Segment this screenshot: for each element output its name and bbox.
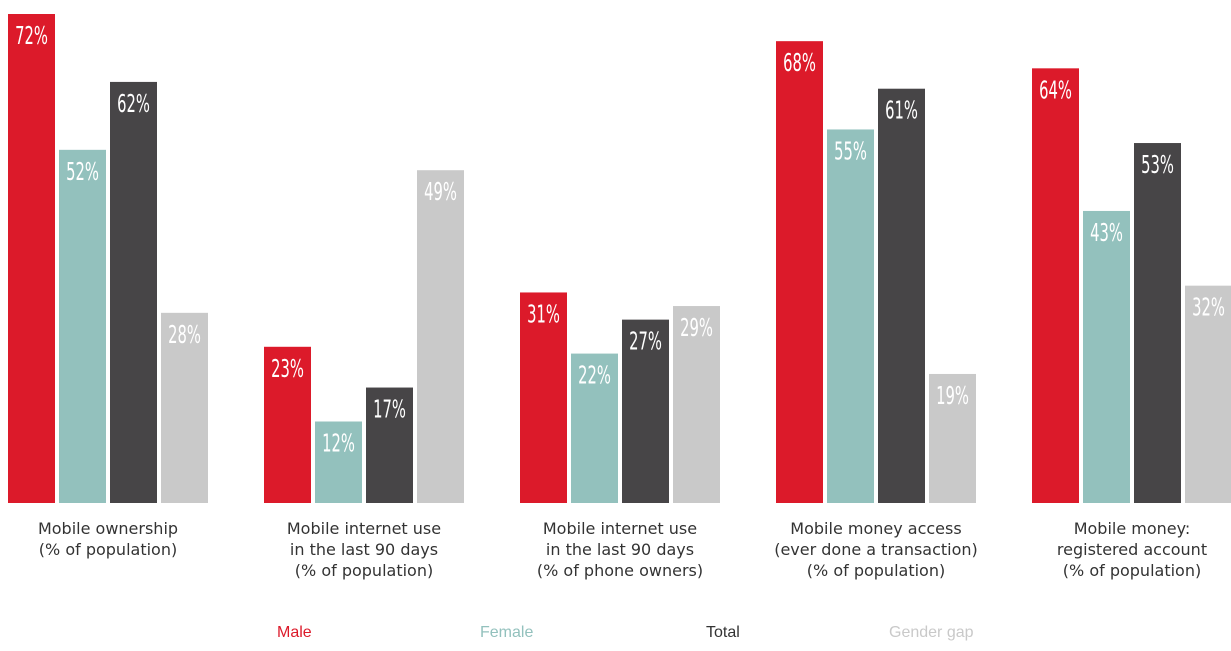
legend-item-gender-gap: Gender gap (889, 624, 974, 641)
bar-gender-gap-4 (929, 373, 976, 503)
data-label-total-5: 53% (1141, 149, 1174, 179)
data-label-total-2: 17% (373, 394, 406, 424)
bar-gender-gap-2 (417, 170, 464, 504)
category-label-5: Mobile money: registered account (% of pop… (1057, 519, 1207, 580)
category-label-3: Mobile internet use in the last 90 days (%… (537, 519, 703, 580)
data-label-male-1: 72% (15, 20, 48, 50)
legend-item-male: Male (277, 624, 312, 641)
category-label-2: Mobile internet use in the last 90 days (%… (287, 519, 441, 580)
bar-female-4 (827, 129, 874, 504)
data-label-gender-gap-3: 29% (680, 312, 713, 342)
legend-item-total: Total (706, 624, 740, 641)
data-label-gender-gap-5: 32% (1192, 292, 1225, 322)
category-label-1: Mobile ownership (% of population) (38, 519, 178, 559)
bar-total-1 (110, 81, 157, 504)
bar-female-5 (1083, 210, 1130, 504)
data-label-male-3: 31% (527, 299, 560, 329)
data-label-male-2: 23% (271, 353, 304, 383)
bar-gender-gap-3 (673, 306, 720, 503)
category-label-4: Mobile money access (ever done a transact… (774, 519, 978, 580)
bar-total-4 (878, 88, 925, 503)
legend: Male Female Total Gender gap (277, 624, 974, 641)
bar-female-1 (59, 149, 106, 504)
bar-male-3 (520, 292, 567, 503)
bar-gender-gap-1 (161, 312, 208, 503)
data-label-male-5: 64% (1039, 75, 1072, 105)
data-label-gender-gap-2: 49% (424, 177, 457, 207)
bar-male-4 (776, 41, 823, 504)
data-label-female-3: 22% (578, 360, 611, 390)
data-label-total-3: 27% (629, 326, 662, 356)
data-label-total-4: 61% (885, 95, 918, 125)
data-label-female-5: 43% (1090, 217, 1123, 247)
bar-female-3 (571, 353, 618, 503)
bar-total-2 (366, 387, 413, 503)
bar-male-2 (264, 346, 311, 503)
data-label-total-1: 62% (117, 88, 150, 118)
bar-male-1 (8, 14, 55, 503)
legend-item-female: Female (480, 624, 533, 641)
bar-total-3 (622, 319, 669, 503)
bar-male-5 (1032, 68, 1079, 503)
bars-layer: 72% 52% 62% 28% 23% 12% 17% 49% 31% 22% 27% 29% 68% 5… (8, 14, 1231, 504)
data-label-female-1: 52% (66, 156, 99, 186)
bar-gender-gap-5 (1185, 285, 1231, 503)
data-label-female-4: 55% (834, 136, 867, 166)
data-label-gender-gap-4: 19% (936, 380, 969, 410)
bar-female-2 (315, 421, 362, 503)
data-label-female-2: 12% (322, 428, 355, 458)
group-labels-layer: Mobile ownership (% of population) Mobile … (38, 519, 1207, 580)
data-label-male-4: 68% (783, 48, 816, 78)
data-label-gender-gap-1: 28% (168, 319, 201, 349)
bar-total-5 (1134, 143, 1181, 503)
